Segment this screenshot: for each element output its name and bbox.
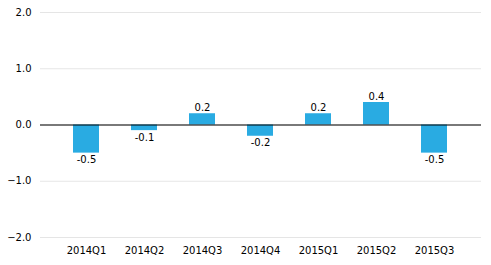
svg-text:-0.2: -0.2: [251, 137, 271, 148]
svg-text:2014Q1: 2014Q1: [67, 245, 107, 256]
svg-text:2015Q2: 2015Q2: [357, 245, 397, 256]
svg-text:2014Q4: 2014Q4: [241, 245, 281, 256]
svg-text:2015Q3: 2015Q3: [415, 245, 455, 256]
svg-text:-0.5: -0.5: [425, 154, 445, 165]
svg-text:2014Q3: 2014Q3: [183, 245, 223, 256]
svg-text:-0.5: -0.5: [77, 154, 97, 165]
svg-text:0.2: 0.2: [195, 102, 211, 113]
svg-text:1.0: 1.0: [16, 63, 32, 74]
svg-text:2.0: 2.0: [16, 7, 32, 18]
svg-text:−2.0: −2.0: [7, 232, 31, 243]
svg-text:2015Q1: 2015Q1: [299, 245, 339, 256]
svg-text:0.4: 0.4: [369, 91, 385, 102]
svg-text:2014Q2: 2014Q2: [125, 245, 165, 256]
svg-text:0.0: 0.0: [16, 119, 32, 130]
svg-text:-0.1: -0.1: [135, 132, 155, 143]
svg-text:−1.0: −1.0: [7, 175, 31, 186]
svg-text:0.2: 0.2: [311, 102, 327, 113]
